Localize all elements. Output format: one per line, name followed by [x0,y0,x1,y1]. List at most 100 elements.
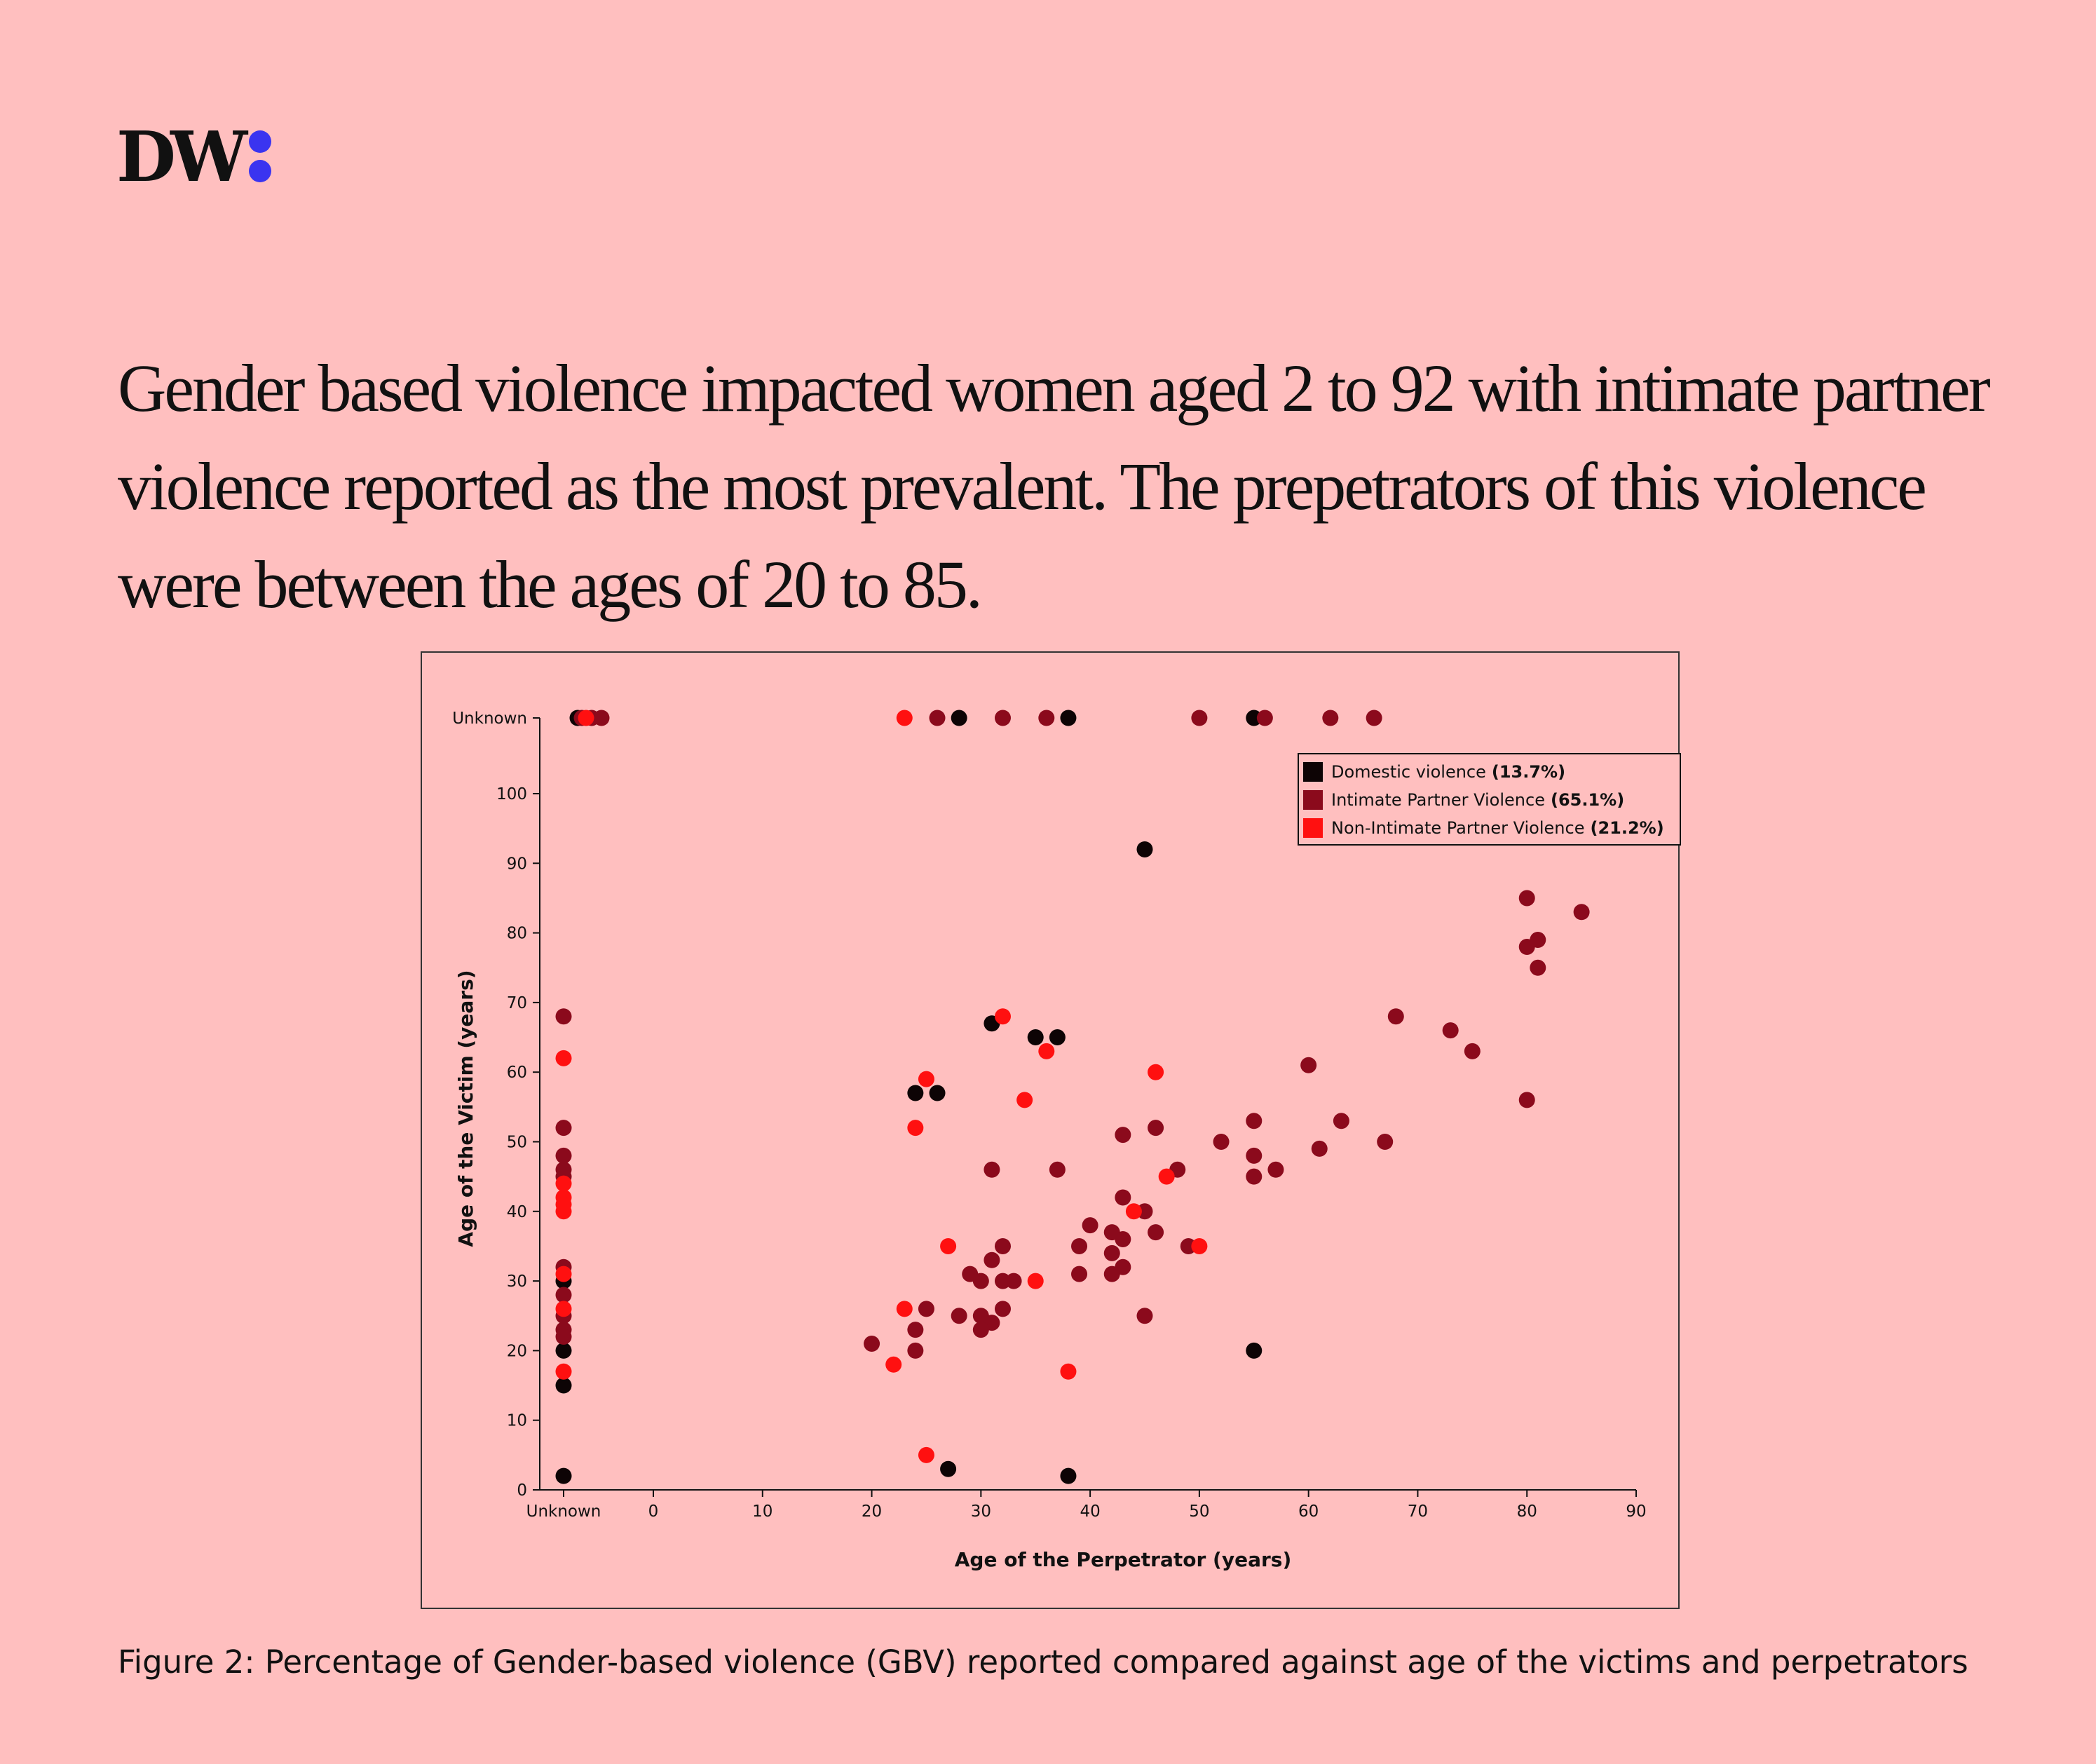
point-non-intimate [578,710,594,726]
point-intimate [1530,959,1546,976]
point-domestic [1060,1467,1077,1484]
point-non-intimate [1016,1092,1033,1108]
point-intimate [994,710,1011,726]
point-domestic [1049,1029,1066,1046]
point-intimate [1148,1224,1164,1241]
point-intimate [994,1237,1011,1254]
legend-label-domestic: Domestic violence [1331,762,1486,782]
point-domestic [1060,710,1077,726]
point-intimate [1518,938,1535,955]
point-domestic [1136,841,1153,857]
point-intimate [593,710,610,726]
point-intimate [1267,1161,1284,1178]
point-intimate [1005,1273,1022,1289]
point-intimate [555,1287,572,1303]
x-tick-label: 90 [1626,1502,1646,1521]
point-non-intimate [1158,1168,1175,1185]
point-intimate [972,1322,989,1338]
x-tick-label: 0 [648,1502,659,1521]
point-domestic [940,1460,957,1477]
point-non-intimate [1027,1273,1044,1289]
headline: Gender based violence impacted women age… [118,351,1991,622]
point-intimate [1442,1022,1459,1039]
legend-percent-intimate: (65.1%) [1550,790,1625,810]
point-intimate [1071,1266,1088,1282]
point-intimate [1038,710,1055,726]
point-non-intimate [555,1266,572,1282]
point-non-intimate [1148,1064,1164,1080]
point-non-intimate [555,1175,572,1192]
legend-label-non-intimate: Non-Intimate Partner Violence [1331,818,1585,838]
dw-logo: DW [116,123,247,192]
point-non-intimate [555,1363,572,1380]
point-intimate [1148,1120,1164,1137]
x-tick-label: 70 [1408,1502,1428,1521]
point-domestic [951,710,967,726]
point-intimate [864,1335,880,1352]
y-axis-title: Age of the Victim (years) [454,970,477,1247]
legend-swatch-domestic [1303,762,1323,782]
point-intimate [972,1273,989,1289]
point-intimate [555,1147,572,1164]
point-non-intimate [555,1301,572,1317]
y-tick-label: 80 [507,925,527,943]
point-intimate [1387,1008,1404,1025]
point-non-intimate [885,1356,902,1373]
x-tick-label: 80 [1517,1502,1537,1521]
legend-item-intimate: Intimate Partner Violence (65.1%) [1303,788,1624,812]
chart-canvas: Unknown 0 10 20 30 40 50 60 70 80 90 0 10 20 30 40 50 60 7… [452,710,1646,1571]
point-domestic [555,1377,572,1394]
x-tick-label: 20 [862,1502,882,1521]
x-tick-label: 10 [752,1502,773,1521]
x-tick-label: 30 [971,1502,991,1521]
point-intimate [918,1301,934,1317]
point-intimate [984,1161,1000,1178]
point-intimate [1071,1237,1088,1254]
point-non-intimate [555,1050,572,1066]
point-non-intimate [1060,1363,1077,1380]
point-intimate [1518,890,1535,907]
point-intimate [1256,710,1273,726]
point-intimate [1246,1113,1263,1129]
y-tick-label: Unknown [452,710,527,728]
point-non-intimate [555,1203,572,1220]
legend-percent-domestic: (13.7%) [1491,762,1566,782]
x-tick-label: 60 [1298,1502,1319,1521]
point-intimate [1049,1161,1066,1178]
point-intimate [555,1008,572,1025]
point-non-intimate [918,1446,934,1463]
y-tick-label: 60 [507,1064,527,1082]
point-intimate [1191,710,1208,726]
y-tick-label: 50 [507,1134,527,1152]
point-intimate [1333,1113,1349,1129]
chart-legend: Domestic violence (13.7%) Intimate Partn… [1298,753,1681,846]
point-intimate [951,1308,967,1324]
y-tick-label: 70 [507,994,527,1012]
figure-caption: Figure 2: Percentage of Gender-based vio… [118,1643,1968,1681]
point-intimate [1213,1134,1230,1150]
y-tick-label: 100 [496,785,527,803]
point-intimate [1322,710,1339,726]
point-intimate [1246,1168,1263,1185]
x-axis-title: Age of the Perpetrator (years) [955,1548,1292,1571]
legend-label-intimate: Intimate Partner Violence [1331,790,1545,810]
x-tick-label: 50 [1189,1502,1209,1521]
point-intimate [929,710,946,726]
point-non-intimate [1125,1203,1142,1220]
y-tick-label: 10 [507,1412,527,1430]
point-intimate [555,1329,572,1345]
legend-swatch-non-intimate [1303,818,1323,838]
point-domestic [555,1342,572,1359]
legend-item-non-intimate: Non-Intimate Partner Violence (21.2%) [1303,816,1664,840]
point-intimate [1366,710,1382,726]
logo-dots-icon [249,130,274,186]
y-tick-label: 0 [517,1481,527,1500]
point-non-intimate [896,710,913,726]
scatter-chart: Unknown 0 10 20 30 40 50 60 70 80 90 0 10 20 30 40 50 60 7… [421,651,1681,1609]
y-tick-label: 40 [507,1203,527,1221]
legend-item-domestic: Domestic violence (13.7%) [1303,760,1565,784]
y-tick-label: 20 [507,1342,527,1360]
point-non-intimate [907,1120,924,1137]
y-tick-label: 30 [507,1273,527,1291]
point-non-intimate [896,1301,913,1317]
